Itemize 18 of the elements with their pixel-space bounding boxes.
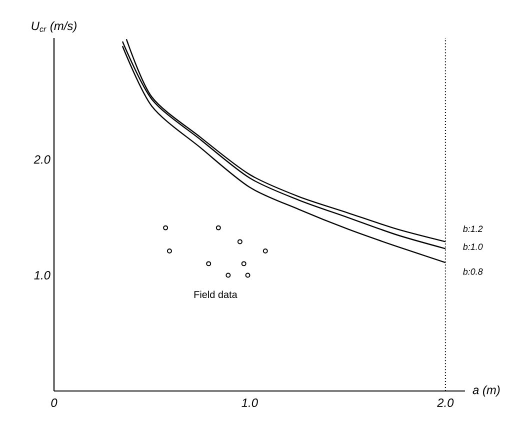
x-tick-label: 2.0 xyxy=(437,398,454,407)
x-tick-label: 1.0 xyxy=(242,398,258,407)
series-label: Field data xyxy=(194,290,238,298)
x-axis-title: a (m) xyxy=(472,385,500,397)
text: b:0.8 xyxy=(463,268,483,275)
point xyxy=(245,272,250,278)
point xyxy=(216,225,221,230)
series-label: b:1.0 xyxy=(463,243,483,250)
text: b:1.2 xyxy=(463,225,483,232)
point xyxy=(166,248,172,254)
point xyxy=(206,261,212,266)
y-axis-title: U$_{cr}$ (m/s) xyxy=(32,21,76,32)
point xyxy=(163,225,168,230)
point xyxy=(241,261,246,266)
point xyxy=(237,239,242,244)
point xyxy=(226,272,231,278)
point xyxy=(262,248,268,254)
x-tick-label: 0 xyxy=(51,398,58,407)
